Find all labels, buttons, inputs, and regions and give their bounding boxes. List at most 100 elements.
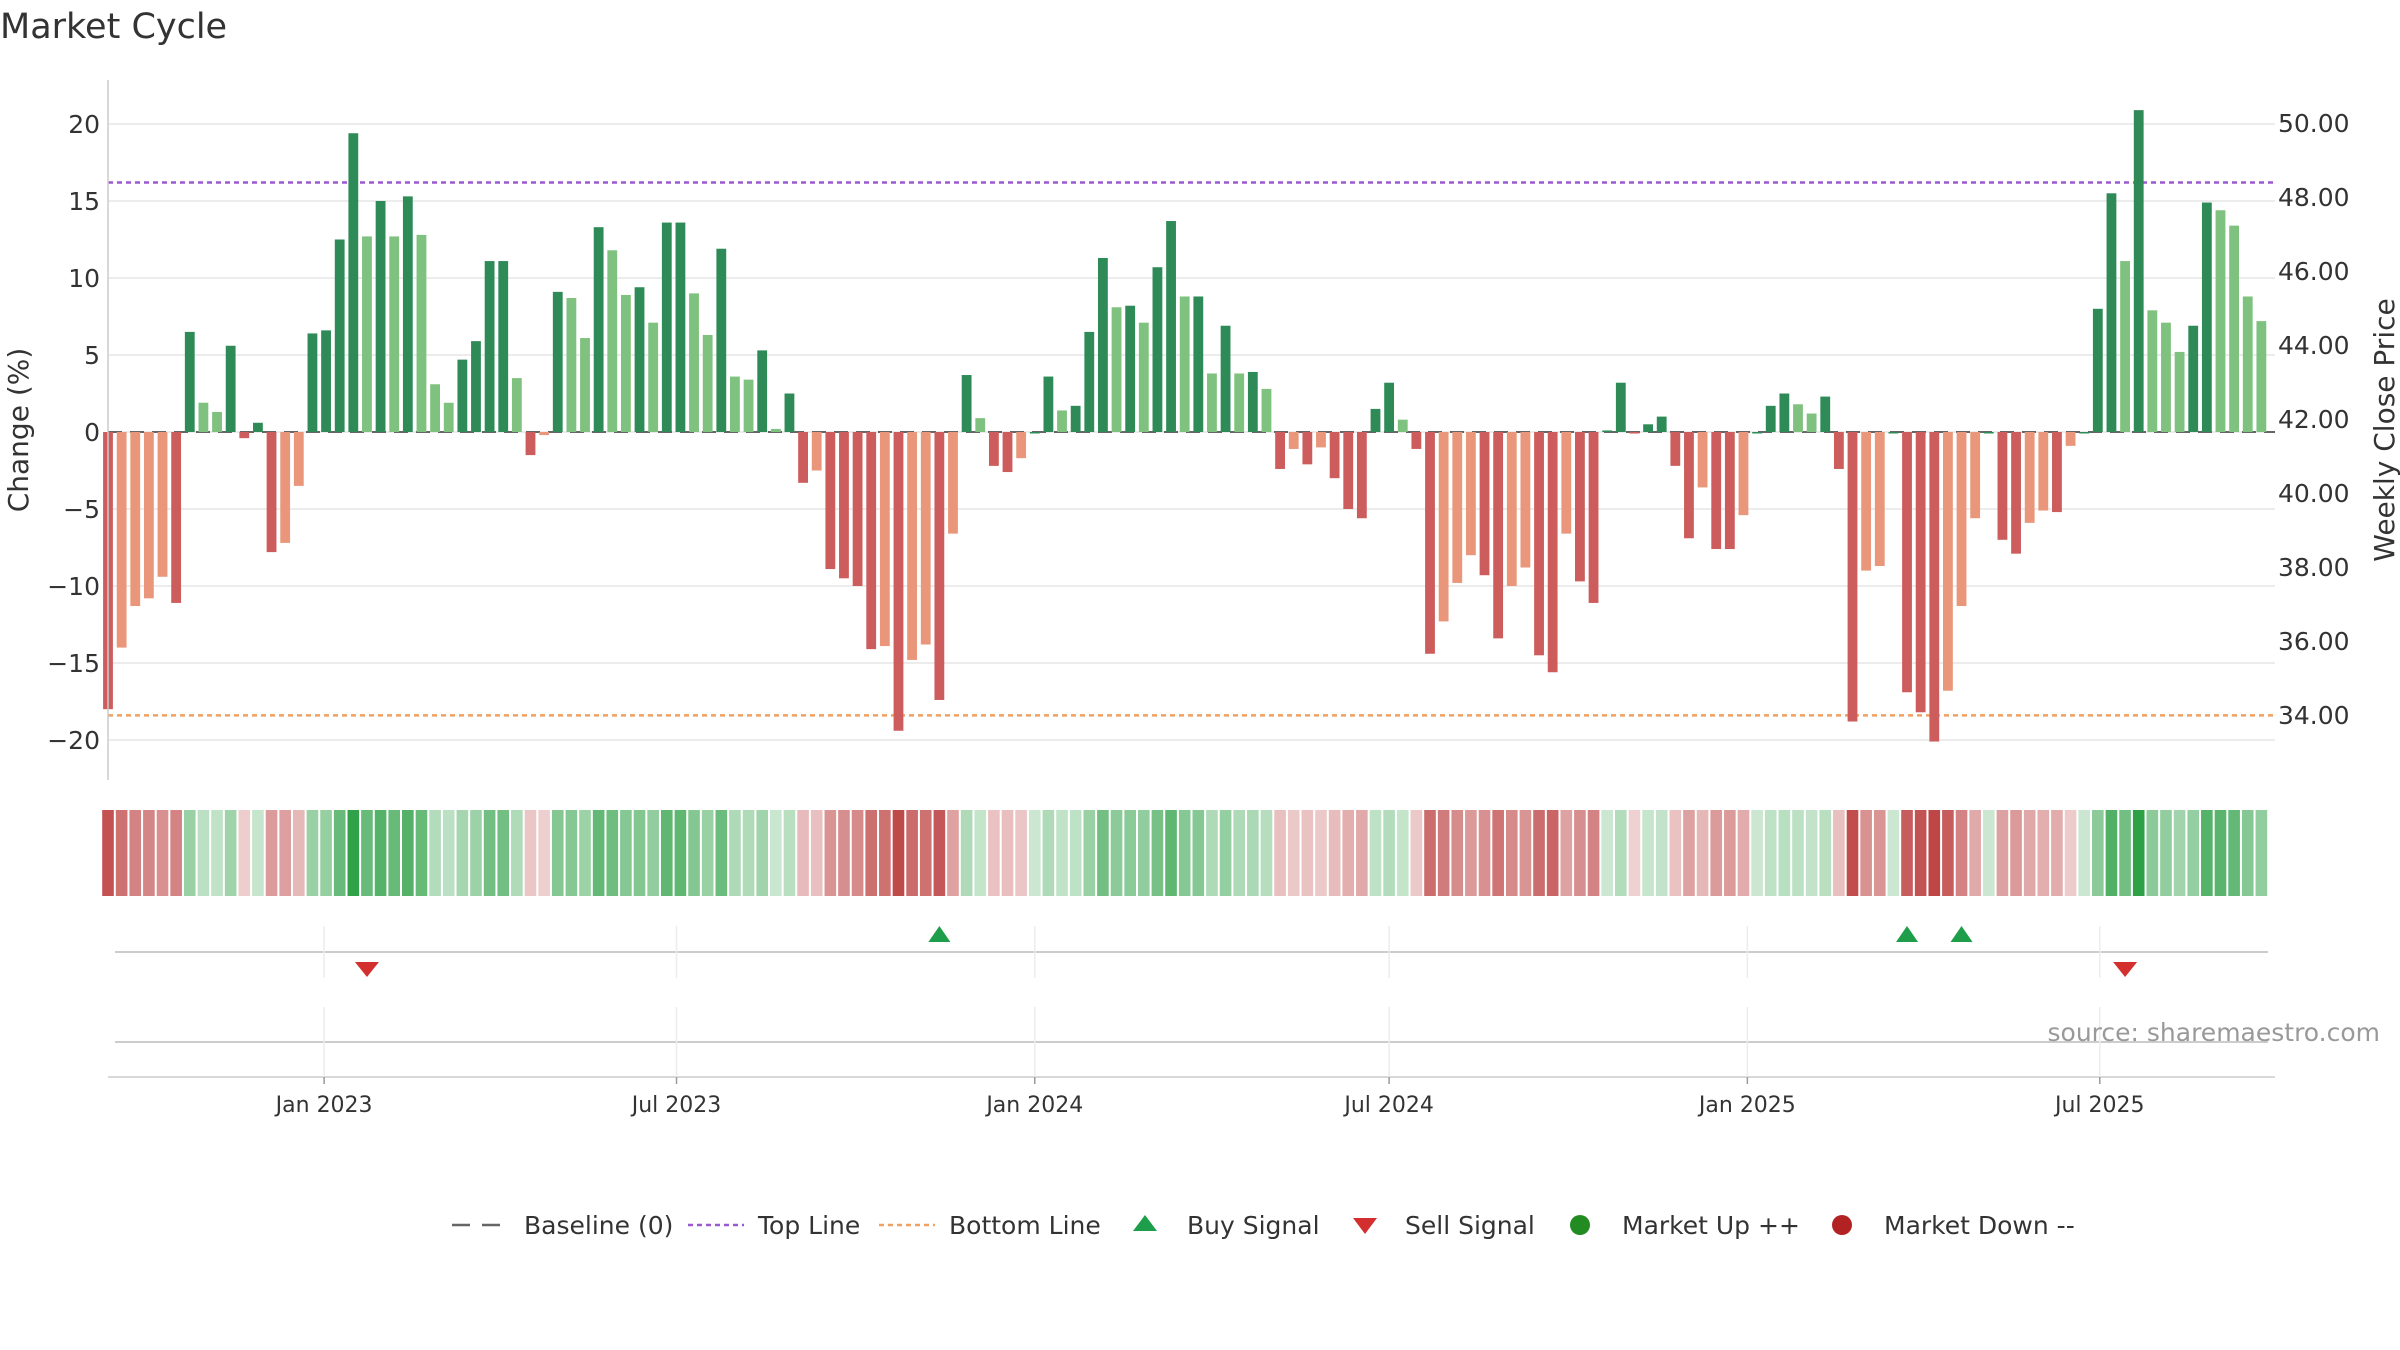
heatmap-cell [2119, 810, 2131, 896]
bar [1043, 376, 1054, 432]
bar [171, 432, 182, 603]
y-tick-label: −10 [47, 572, 100, 601]
heatmap-cell [592, 810, 605, 896]
bar [1915, 432, 1926, 713]
heatmap-cell [1901, 810, 1913, 896]
bar [948, 432, 958, 534]
bar [607, 250, 618, 432]
bar [498, 261, 509, 432]
heatmap-cell [1601, 810, 1613, 896]
heatmap-cell [960, 810, 973, 896]
heatmap-cell [252, 810, 264, 896]
bar [593, 227, 604, 432]
bar [1152, 267, 1163, 432]
bar [1193, 296, 1204, 432]
legend-symbol-buy [1133, 1215, 1157, 1231]
y2-tick-label: 42.00 [2278, 405, 2350, 434]
legend-symbol-sell [1353, 1218, 1377, 1234]
bar [811, 432, 822, 471]
bar [2133, 110, 2144, 432]
bar [1847, 432, 1858, 722]
buy-signal-marker [1950, 926, 1973, 942]
heatmap-cell [2173, 810, 2186, 896]
heatmap-cell [579, 810, 591, 896]
bar [825, 432, 836, 570]
heatmap-cell [1178, 810, 1191, 896]
y2-tick-labels: 50.00 48.00 46.00 44.00 42.00 40.00 38.00 36.00… [2278, 109, 2350, 730]
bar [130, 432, 141, 607]
bar [716, 248, 727, 432]
y2-tick-label: 34.00 [2278, 701, 2350, 730]
heatmap-cell [429, 810, 441, 896]
heatmap-cell [306, 810, 319, 896]
legend-label-sell: Sell Signal [1405, 1211, 1535, 1240]
y-tick-label: −20 [47, 726, 100, 755]
legend-label-baseline: Baseline (0) [524, 1211, 673, 1240]
heatmap-cell [688, 810, 700, 896]
bar [2092, 308, 2103, 432]
heatmap-cell [1764, 810, 1777, 896]
bar [1615, 382, 1626, 432]
vertical-grid [323, 926, 2101, 1077]
bar [1111, 307, 1122, 432]
chart-title: Market Cycle [0, 7, 227, 47]
heatmap-cell [892, 810, 905, 896]
bar [988, 432, 999, 466]
bar [2256, 321, 2267, 432]
bar [1888, 432, 1899, 434]
sell-signal-marker [2113, 962, 2138, 977]
bar [2065, 432, 2076, 446]
heatmap-cell [2105, 810, 2118, 896]
bar [321, 330, 331, 432]
bar [1329, 432, 1340, 479]
bar [1520, 432, 1531, 568]
heatmap-cell [851, 810, 864, 896]
heatmap-cell [1369, 810, 1382, 896]
heatmap-cell [1342, 810, 1355, 896]
bar [1697, 432, 1708, 488]
heatmap-cell [143, 810, 155, 896]
heatmap-cell [415, 810, 428, 896]
bar [430, 384, 441, 432]
bar [1643, 424, 1653, 432]
y-tick-label: 15 [68, 187, 100, 216]
heatmap-cell [1614, 810, 1627, 896]
sell-signal-marker [354, 962, 379, 977]
bar [1479, 432, 1490, 576]
y-tick-label: 10 [68, 264, 100, 293]
heatmap-cell [2078, 810, 2091, 896]
bar [2120, 261, 2130, 432]
heatmap-cell [1683, 810, 1695, 896]
heatmap-cell [1642, 810, 1654, 896]
heatmap-cell [2051, 810, 2063, 896]
heatmap-cell [470, 810, 482, 896]
bar [402, 196, 413, 432]
bar [1438, 432, 1449, 622]
heatmap-cell [1860, 810, 1872, 896]
x-tick-label: Jul 2023 [630, 1093, 722, 1118]
heatmap-cell [279, 810, 291, 896]
bar [253, 422, 263, 432]
y-tick-label: −15 [47, 649, 100, 678]
heatmap-cell [538, 810, 550, 896]
heatmap-cell [2228, 810, 2240, 896]
bar [1765, 405, 1776, 432]
bar [1575, 432, 1585, 582]
source-label: source: sharemaestro.com [2048, 1018, 2381, 1047]
bar [2188, 325, 2199, 432]
bar [566, 298, 577, 432]
bar [116, 432, 127, 648]
legend-label-bottom: Bottom Line [949, 1211, 1101, 1240]
heatmap-cell [1287, 810, 1300, 896]
heatmap-cell [1001, 810, 1014, 896]
y-tick-label: 5 [84, 341, 100, 370]
heatmap-cell [2010, 810, 2022, 896]
heatmap-cell [333, 810, 346, 896]
heatmap-cell [511, 810, 523, 896]
y2-tick-label: 46.00 [2278, 257, 2350, 286]
bar [1370, 408, 1381, 432]
heatmap-cell [183, 810, 196, 896]
bar [552, 291, 563, 432]
heatmap-cell [838, 810, 850, 896]
